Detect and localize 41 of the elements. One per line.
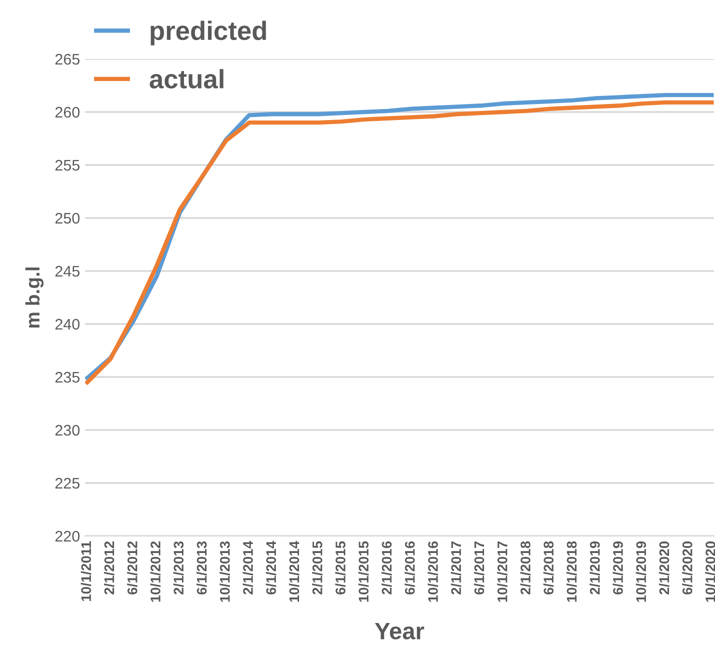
x-tick-label: 6/1/2018 — [543, 541, 554, 594]
x-tick-label: 2/1/2017 — [450, 541, 462, 594]
x-tick-label: 10/1/2018 — [566, 541, 577, 602]
x-tick-label: 6/1/2012 — [127, 541, 138, 594]
legend-label: predicted — [150, 20, 266, 46]
y-tick-label: 255 — [55, 160, 80, 171]
y-tick-label: 260 — [55, 106, 80, 118]
x-axis-title: Year — [374, 622, 424, 640]
x-tick-label: 10/1/2013 — [220, 541, 230, 602]
y-tick-label: 250 — [55, 212, 80, 224]
x-tick-label: 10/1/2011 — [80, 541, 92, 602]
y-tick-label: 235 — [55, 372, 80, 383]
x-tick-label: 6/1/2015 — [335, 541, 346, 594]
x-tick-label: 2/1/2018 — [520, 541, 531, 594]
x-tick-label: 6/1/2014 — [266, 540, 276, 594]
x-tick-label: 10/1/2016 — [428, 541, 438, 602]
y-tick-label: 225 — [55, 478, 80, 489]
x-tick-label: 10/1/2014 — [288, 540, 300, 602]
y-tick-label: 230 — [55, 424, 80, 436]
x-tick-label: 2/1/2013 — [173, 541, 184, 594]
y-tick-label: 245 — [55, 266, 80, 277]
x-tick-label: 10/1/2015 — [358, 541, 369, 602]
x-tick-label: 2/1/2020 — [658, 541, 670, 594]
x-tick-label: 6/1/2016 — [404, 541, 415, 594]
y-axis-title: m b.g.l — [25, 268, 44, 328]
y-tick-label: 220 — [55, 530, 80, 542]
x-tick-label: 2/1/2019 — [590, 541, 600, 594]
x-tick-label: 2/1/2016 — [381, 541, 392, 594]
x-tick-label: 2/1/2012 — [104, 541, 114, 594]
x-tick-label: 6/1/2019 — [612, 541, 624, 594]
x-tick-label: 10/1/2019 — [636, 541, 646, 602]
x-tick-label: 6/1/2013 — [196, 541, 207, 594]
x-tick-label: 6/1/2017 — [474, 541, 484, 594]
y-tick-label: 265 — [55, 54, 80, 65]
x-tick-label: 2/1/2014 — [242, 540, 254, 594]
x-tick-label: 10/1/2017 — [497, 541, 508, 602]
y-tick-label: 240 — [55, 318, 80, 330]
x-tick-label: 10/1/2012 — [150, 541, 161, 602]
legend-label: actual — [150, 69, 224, 88]
x-tick-label: 2/1/2015 — [312, 541, 322, 594]
x-tick-label: 6/1/2020 — [682, 541, 692, 594]
